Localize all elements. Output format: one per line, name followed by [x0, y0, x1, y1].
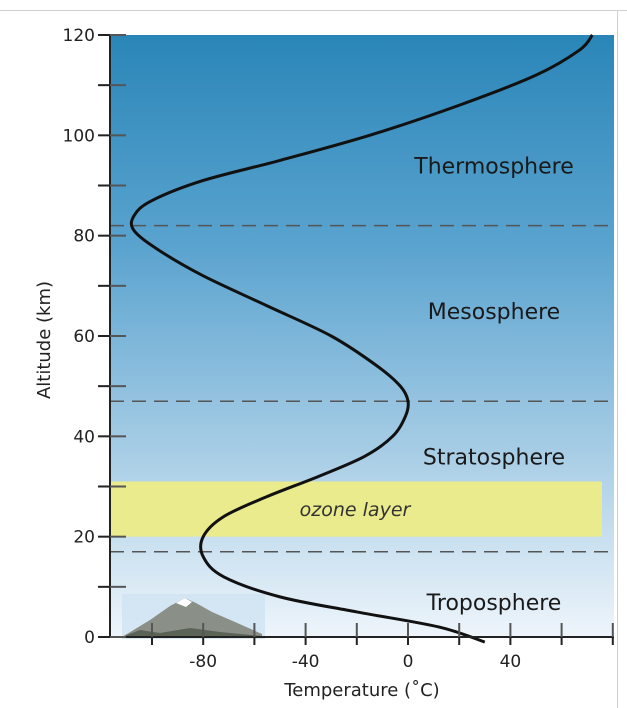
y-tick-label: 0: [84, 628, 95, 648]
y-tick-label: 60: [73, 327, 95, 347]
y-axis-title: Altitude (km): [34, 281, 55, 399]
y-tick-label: 80: [73, 227, 95, 247]
mountain-icon: [122, 594, 265, 639]
layer-label-mesosphere: Mesosphere: [428, 300, 560, 325]
layer-boundaries: [110, 224, 614, 553]
x-axis-title: Temperature (˚C): [283, 680, 439, 701]
layer-label-troposphere: Troposphere: [426, 591, 562, 616]
y-tick-label: 100: [63, 126, 95, 146]
layer-label-stratosphere: Stratosphere: [423, 445, 565, 470]
x-tick-label: 0: [403, 652, 414, 672]
x-tick-label: -40: [292, 652, 320, 672]
x-tick-label: -80: [189, 652, 217, 672]
y-tick-label: 120: [63, 26, 95, 46]
x-axis-ticks: -80 -40 0 40: [151, 623, 614, 672]
plot-background: [110, 35, 614, 637]
y-axis-ticks: 0 20 40 60 80 100 120: [63, 26, 126, 648]
ozone-layer-band: [110, 481, 602, 537]
frame-top-line: [0, 10, 627, 11]
y-tick-label: 20: [73, 528, 95, 548]
x-tick-label: 40: [500, 652, 522, 672]
temperature-curve: [129, 34, 594, 644]
y-tick-label: 40: [73, 427, 95, 447]
layer-labels: Troposphere Stratosphere Mesosphere Thermos…: [413, 154, 573, 615]
frame-right-line: [617, 10, 618, 708]
layer-label-thermosphere: Thermosphere: [413, 154, 573, 179]
ozone-layer-label: ozone layer: [300, 499, 412, 521]
